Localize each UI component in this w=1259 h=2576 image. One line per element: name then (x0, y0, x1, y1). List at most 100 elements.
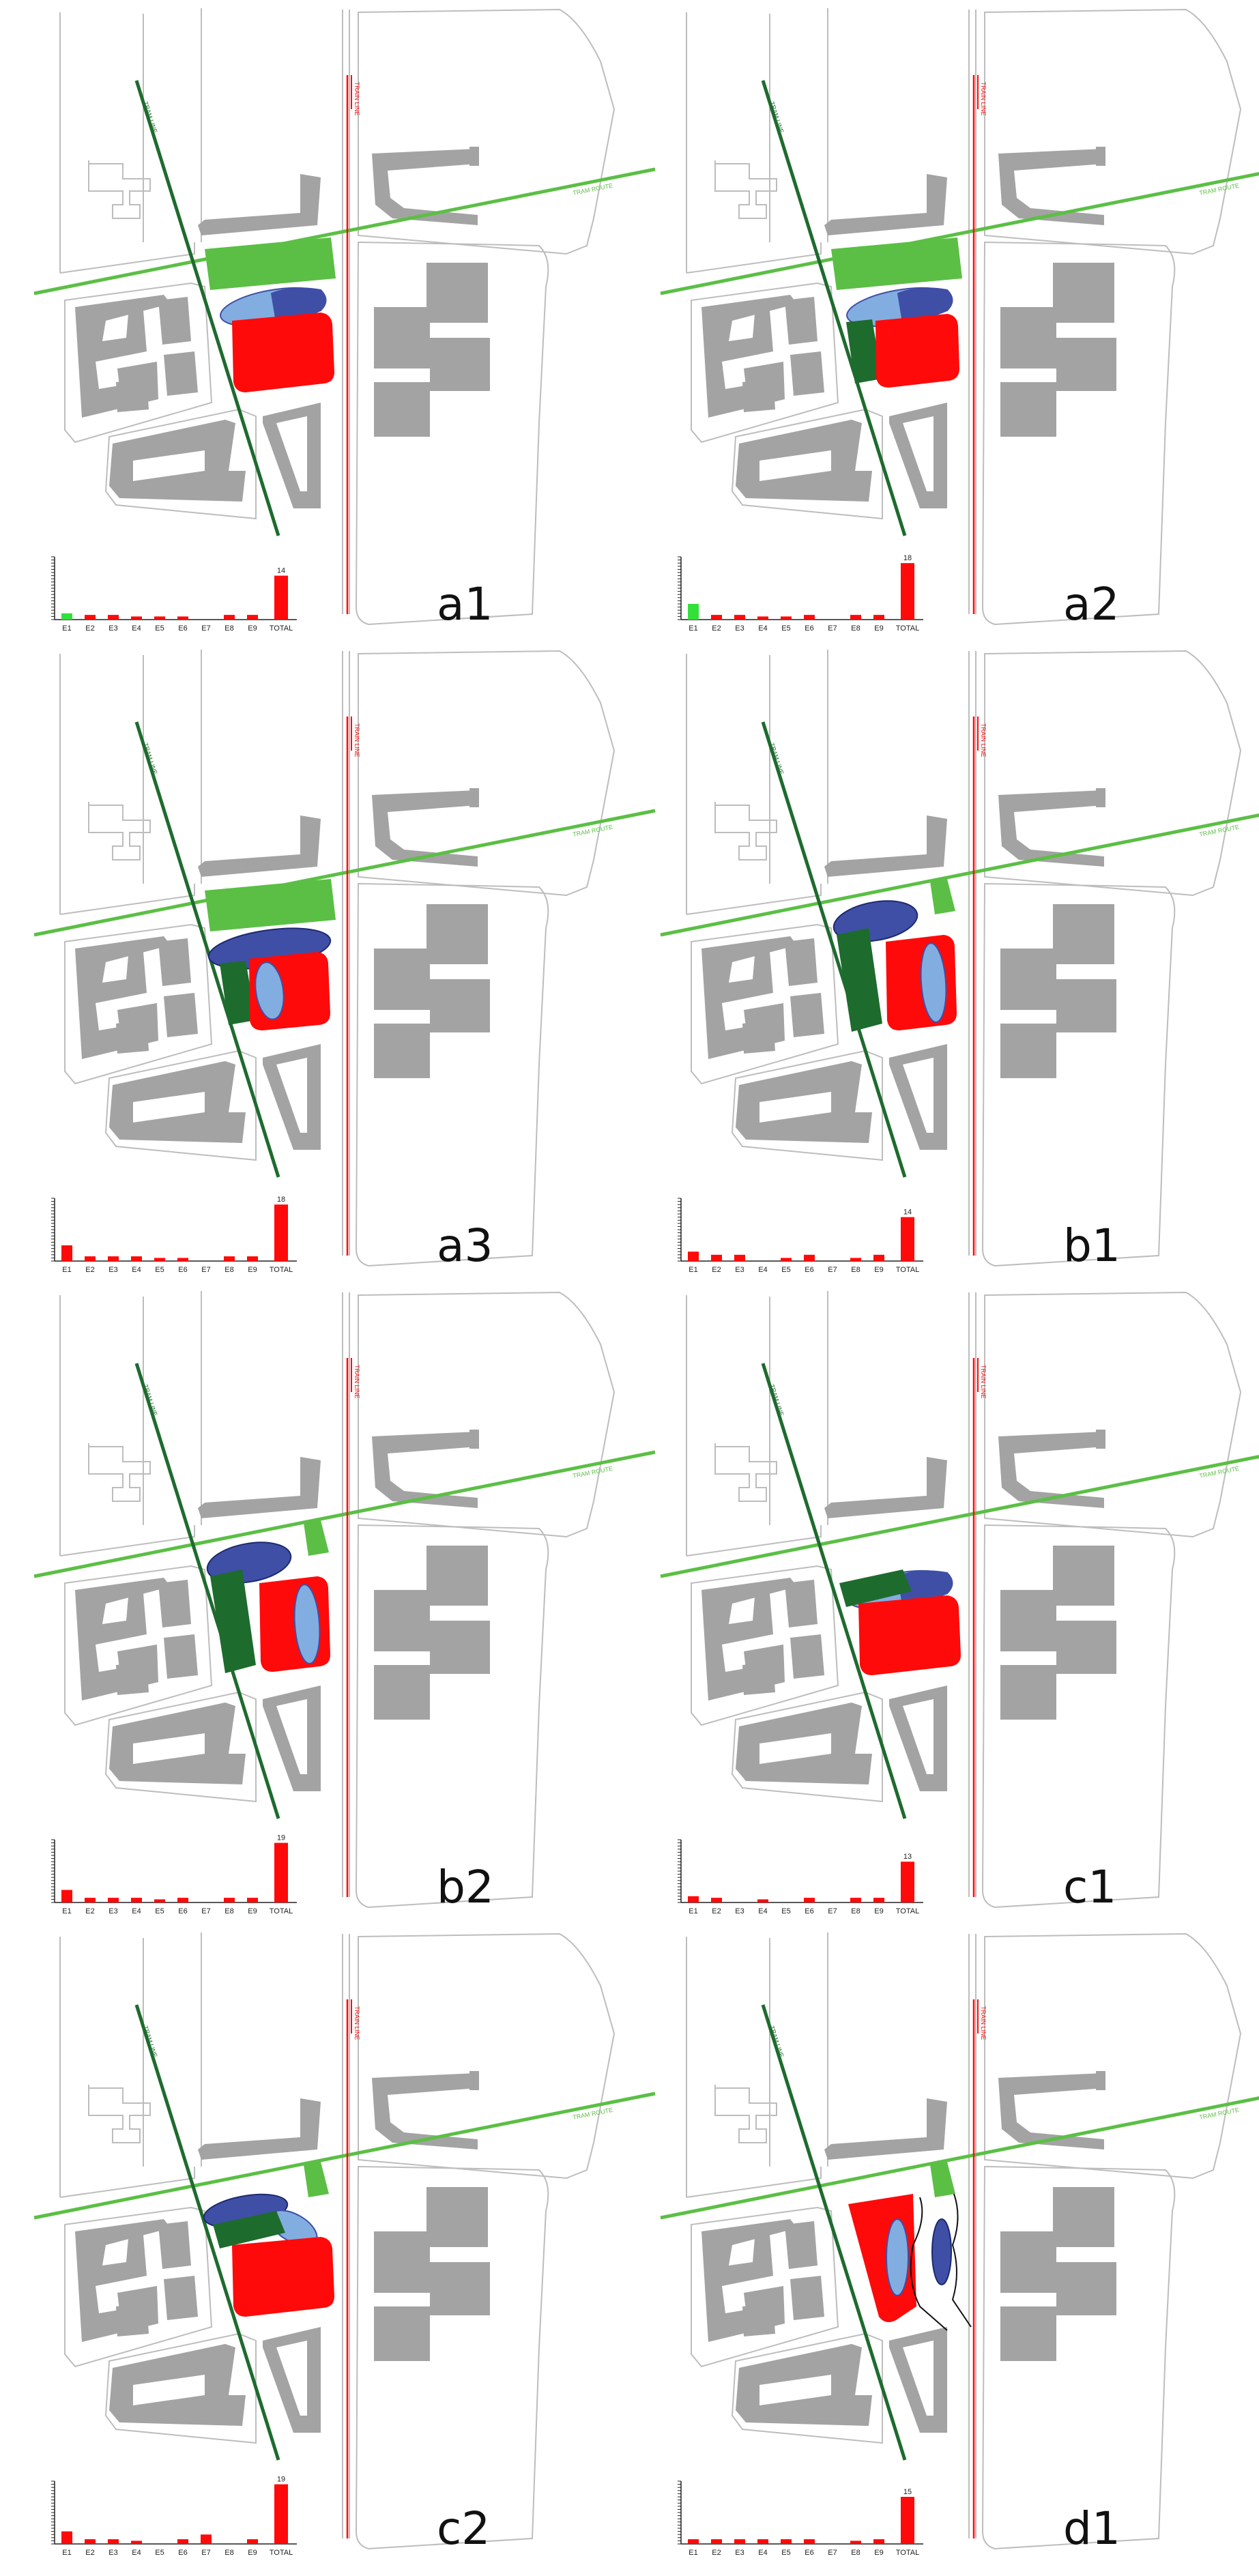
chart-bar-e4 (131, 1256, 142, 1261)
blue-oval (931, 2218, 952, 2285)
building (889, 2327, 947, 2433)
chart-bar-e8 (850, 1898, 861, 1902)
parcel-left (64, 2206, 213, 2368)
train-line-label: TRAIN LINE (980, 723, 987, 757)
building (889, 1044, 947, 1150)
chart-category-label: E3 (735, 1907, 744, 1915)
chart-category-label: E3 (108, 624, 117, 633)
chart-category-label: E4 (758, 624, 767, 633)
building (198, 1457, 321, 1518)
chart-category-label: E1 (689, 1266, 697, 1274)
chart-category-label: E2 (85, 1907, 94, 1915)
green-plaza-small (930, 2162, 955, 2197)
chart-bar-e2 (85, 1898, 96, 1902)
train-line-label: TRAIN LINE (980, 2006, 987, 2040)
chart-total-value: 19 (277, 1834, 285, 1842)
chart-category-label: E5 (155, 2549, 164, 2557)
chart-category-label: E8 (851, 2549, 860, 2557)
building (790, 993, 824, 1037)
parcel-left (64, 923, 213, 1085)
outline-building (88, 2085, 151, 2143)
scenario-panel-a1: TRAM LINE TRAM ROUTE TRAIN LINE E1 E2 E3 E4 E5 E… (0, 0, 656, 636)
chart-bar-e8 (224, 1898, 235, 1902)
chart-category-label: E6 (178, 1266, 187, 1274)
proposal-elements (839, 1569, 961, 1675)
chart-bar-e5 (781, 616, 792, 620)
bar-chart: E1 E2 E3 E4 E5 E6 E7 E8 E9 TOTAL 18 (51, 1196, 297, 1274)
building (736, 1061, 872, 1143)
train-line-label: TRAIN LINE (353, 723, 360, 757)
parcel-lower-right (355, 2165, 549, 2550)
chart-bar-total (274, 1204, 288, 1261)
building (430, 338, 490, 391)
tram-line (134, 2004, 280, 2461)
building (889, 403, 947, 508)
building (1000, 307, 1056, 368)
chart-category-label: E2 (85, 2549, 94, 2557)
chart-bar-e9 (873, 1254, 884, 1261)
parcel-upper-right (984, 650, 1242, 897)
chart-total-value: 13 (903, 1853, 912, 1861)
chart-category-label: E4 (132, 2549, 141, 2557)
chart-bar-e9 (873, 2539, 884, 2544)
chart-category-label: E5 (155, 1907, 164, 1915)
chart-bar-e6 (177, 2539, 188, 2544)
chart-bar-total (274, 575, 288, 620)
chart-category-label: E1 (62, 1907, 71, 1915)
chart-bar-e8 (224, 1256, 235, 1261)
building (374, 2231, 430, 2293)
building (1053, 2187, 1114, 2247)
chart-bar-e2 (85, 1256, 96, 1261)
tram-route-line (33, 2092, 656, 2220)
chart-bar-e5 (781, 1258, 792, 1261)
boundary-curve (951, 2193, 972, 2328)
building (198, 2098, 321, 2160)
chart-bar-e4 (131, 1898, 142, 1902)
chart-category-label: E3 (108, 1907, 117, 1915)
dark-green-block (220, 961, 256, 1025)
chart-bar-e5 (154, 1899, 165, 1902)
chart-category-label: E9 (248, 2549, 257, 2557)
chart-bar-e1 (61, 613, 72, 620)
chart-category-label: TOTAL (896, 2549, 919, 2557)
chart-category-label: E7 (828, 624, 837, 633)
chart-bar-e4 (757, 616, 768, 620)
chart-bar-e6 (177, 616, 188, 620)
chart-category-label: E1 (62, 624, 71, 633)
chart-bar-total (901, 2497, 914, 2544)
building (426, 263, 488, 323)
building (263, 1044, 321, 1150)
chart-bar-e5 (154, 616, 165, 620)
chart-bar-e8 (850, 1258, 861, 1261)
building (1053, 904, 1114, 964)
chart-bar-e4 (131, 616, 142, 620)
bar-chart: E1 E2 E3 E4 E5 E6 E7 E8 E9 TOTAL 13 (678, 1839, 923, 1915)
building (1000, 949, 1056, 1010)
scenario-panel-a3: TRAM LINE TRAM ROUTE TRAIN LINE E1 E2 E3 E4 E5 E… (0, 641, 656, 1277)
chart-bar-e6 (177, 1258, 188, 1261)
map-outline (686, 884, 822, 915)
building (1096, 147, 1105, 166)
chart-category-label: E7 (201, 1907, 210, 1915)
chart-category-label: TOTAL (270, 624, 293, 633)
chart-category-label: E6 (178, 1907, 187, 1915)
chart-bar-e1 (688, 2539, 699, 2544)
chart-category-label: E1 (689, 1907, 697, 1915)
proposal-elements (206, 1520, 330, 1673)
red-block (232, 2237, 334, 2317)
building (109, 1061, 246, 1143)
building (790, 1634, 824, 1679)
chart-category-label: E7 (201, 624, 210, 633)
chart-bar-e2 (85, 615, 96, 620)
building (109, 1703, 246, 1784)
chart-category-label: E2 (712, 624, 721, 633)
building (374, 1665, 430, 1720)
outline-building (88, 802, 151, 860)
